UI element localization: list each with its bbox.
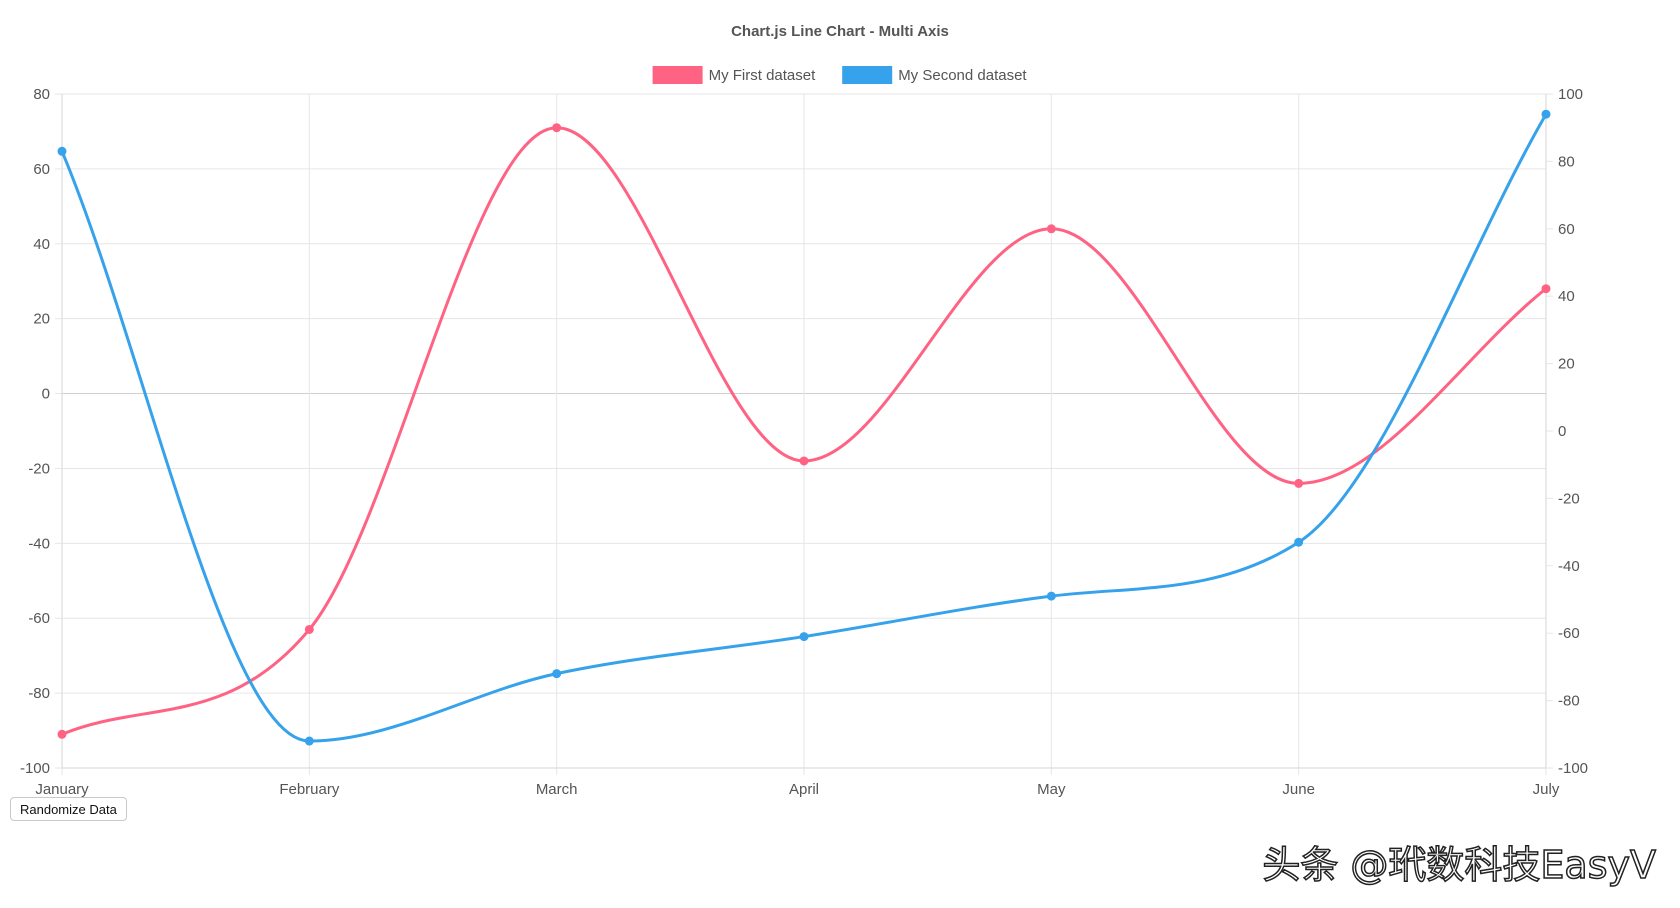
data-point[interactable] <box>1294 537 1304 547</box>
series-points <box>57 109 1551 746</box>
legend-swatch <box>652 66 703 84</box>
data-point[interactable] <box>552 123 562 133</box>
x-tick-label: February <box>279 781 340 798</box>
left-tick-label: 80 <box>33 86 50 103</box>
data-point[interactable] <box>799 456 809 466</box>
series-line-2 <box>60 112 1548 743</box>
legend-item-2[interactable]: My Second dataset <box>842 66 1027 84</box>
legend-swatch <box>842 66 893 84</box>
data-point[interactable] <box>1541 109 1551 119</box>
grid <box>61 93 1547 775</box>
left-tick-label: 40 <box>33 236 50 253</box>
left-tick-label: -80 <box>28 685 50 702</box>
right-tick-label: -40 <box>1558 558 1580 575</box>
series-line-1 <box>60 126 1548 736</box>
x-tick-label: January <box>35 781 89 798</box>
left-tick-label: -100 <box>20 760 50 777</box>
randomize-data-button[interactable]: Randomize Data <box>10 797 127 821</box>
x-tick-label: July <box>1533 781 1560 798</box>
left-tick-label: -60 <box>28 610 50 627</box>
left-y-axis: 80 60 40 20 0 -20 -40 -60 -80 -100 <box>20 86 62 777</box>
right-y-axis: 100 80 60 40 20 0 -20 -40 -60 -80 -100 <box>1546 86 1588 777</box>
right-tick-label: 0 <box>1558 423 1566 440</box>
data-point[interactable] <box>552 669 562 679</box>
x-tick-label: April <box>789 781 819 798</box>
legend[interactable]: My First dataset My Second dataset <box>652 66 1028 84</box>
data-point[interactable] <box>304 624 314 634</box>
right-tick-label: -100 <box>1558 760 1588 777</box>
x-tick-label: March <box>536 781 578 798</box>
data-point[interactable] <box>1294 478 1304 488</box>
data-point[interactable] <box>57 146 67 156</box>
left-tick-label: -20 <box>28 460 50 477</box>
x-tick-label: May <box>1037 781 1066 798</box>
right-tick-label: -60 <box>1558 625 1580 642</box>
watermark-text: 头条 @玳数科技EasyV <box>1262 842 1657 888</box>
data-point[interactable] <box>1541 284 1551 294</box>
chart-title: Chart.js Line Chart - Multi Axis <box>731 23 949 40</box>
right-tick-label: 20 <box>1558 356 1575 373</box>
right-tick-label: -20 <box>1558 490 1580 507</box>
left-tick-label: 20 <box>33 311 50 328</box>
data-point[interactable] <box>57 729 67 739</box>
right-tick-label: 60 <box>1558 221 1575 238</box>
right-tick-label: 40 <box>1558 288 1575 305</box>
data-point[interactable] <box>1046 591 1056 601</box>
left-tick-label: 60 <box>33 161 50 178</box>
data-point[interactable] <box>1046 224 1056 234</box>
data-point[interactable] <box>304 736 314 746</box>
x-axis: January February March April May June July <box>35 781 1560 798</box>
left-tick-label: 0 <box>42 386 50 403</box>
legend-label: My First dataset <box>709 67 817 84</box>
x-tick-label: June <box>1282 781 1315 798</box>
right-tick-label: 80 <box>1558 153 1575 170</box>
right-tick-label: -80 <box>1558 693 1580 710</box>
legend-item-1[interactable]: My First dataset <box>652 66 817 84</box>
left-tick-label: -40 <box>28 535 50 552</box>
legend-label: My Second dataset <box>898 67 1027 84</box>
series-lines <box>60 112 1548 743</box>
data-point[interactable] <box>799 632 809 642</box>
right-tick-label: 100 <box>1558 86 1583 103</box>
